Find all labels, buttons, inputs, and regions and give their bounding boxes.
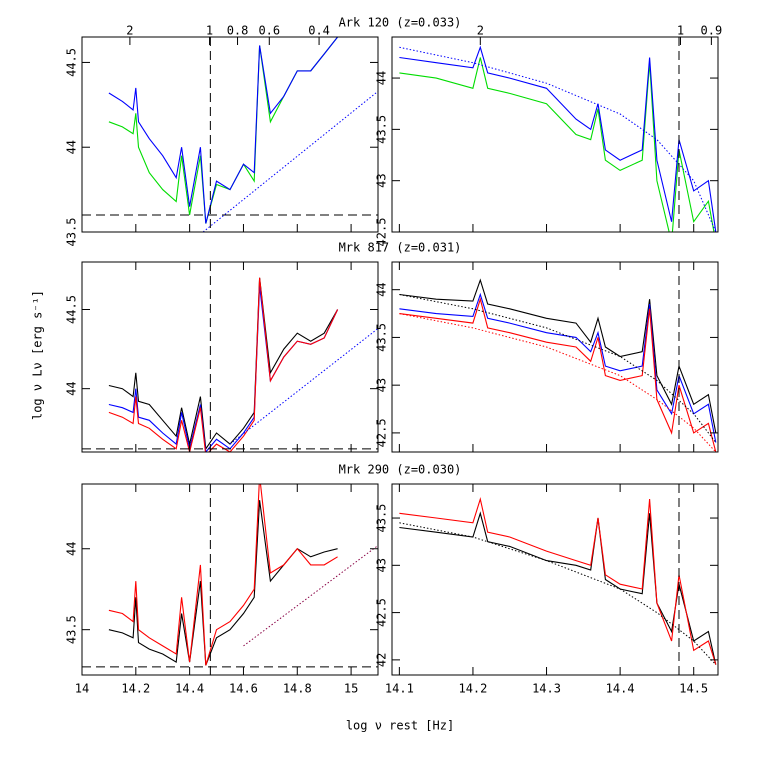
- spectrum-line: [399, 45, 717, 232]
- y-tick-label: 44: [65, 381, 79, 395]
- model-line: [229, 328, 378, 445]
- spectrum-line: [108, 37, 339, 224]
- panel-title: Mrk 817 (z=0.031): [339, 241, 462, 255]
- x2-tick-label: 2: [126, 24, 133, 38]
- y-axis-label: log ν Lν [erg s⁻¹]: [31, 290, 45, 420]
- model-line: [399, 313, 717, 452]
- x2-tick-label: 0.6: [258, 24, 280, 38]
- y-tick-label: 42: [375, 653, 389, 667]
- spectrum-line: [108, 484, 338, 666]
- y-tick-label: 44: [65, 140, 79, 154]
- plot-area: [399, 496, 717, 665]
- x-tick-label: 14.5: [679, 682, 708, 696]
- y-tick-label: 42.5: [375, 418, 389, 447]
- y-tick-label: 44: [375, 71, 389, 85]
- spectrum-line: [399, 511, 717, 665]
- y-tick-label: 43.5: [375, 115, 389, 144]
- spectrum-line: [108, 277, 339, 452]
- model-line: [399, 294, 717, 443]
- y-tick-label: 43: [375, 558, 389, 572]
- x2-tick-label: 2: [477, 24, 484, 38]
- y-tick-label: 43.5: [375, 323, 389, 352]
- x-tick-label: 14.8: [283, 682, 312, 696]
- model-line: [202, 90, 378, 232]
- y-tick-label: 43: [375, 173, 389, 187]
- spectrum-line: [108, 277, 339, 451]
- x2-tick-label: 0.4: [308, 24, 330, 38]
- spectrum-line: [108, 285, 339, 452]
- x2-tick-label: 1: [677, 24, 684, 38]
- model-line: [243, 545, 378, 647]
- y-tick-label: 43.5: [65, 218, 79, 247]
- plot-area: [108, 37, 378, 232]
- x-tick-label: 14.2: [121, 682, 150, 696]
- panel-frame: [391, 36, 719, 233]
- spectrum-line: [399, 292, 717, 443]
- model-line: [399, 46, 717, 232]
- panel-frame: [81, 36, 379, 233]
- panel-frame: [391, 261, 719, 453]
- x-tick-label: 14.4: [606, 682, 635, 696]
- plot-area: [108, 277, 378, 452]
- panel-frame: [81, 483, 379, 676]
- x2-tick-label: 0.9: [701, 24, 723, 38]
- y-tick-label: 44.5: [65, 295, 79, 324]
- y-tick-label: 43: [375, 378, 389, 392]
- panel-frame: [391, 483, 719, 676]
- y-tick-label: 42.5: [375, 218, 389, 247]
- x-tick-label: 14.1: [385, 682, 414, 696]
- x-axis-label: log ν rest [Hz]: [346, 719, 454, 733]
- x-tick-label: 14.4: [175, 682, 204, 696]
- y-tick-label: 44: [65, 542, 79, 556]
- y-tick-label: 42.5: [375, 598, 389, 627]
- spectrum-line: [108, 500, 338, 666]
- y-tick-label: 44.5: [65, 48, 79, 77]
- spectrum-line: [399, 57, 715, 232]
- panel-title: Mrk 290 (z=0.030): [339, 463, 462, 477]
- x-tick-label: 14.6: [229, 682, 258, 696]
- x-tick-label: 14.2: [458, 682, 487, 696]
- x-tick-label: 15: [344, 682, 358, 696]
- panel-title: Ark 120 (z=0.033): [339, 16, 462, 30]
- spectrum-line: [399, 278, 717, 434]
- plot-area: [399, 278, 717, 452]
- spectrum-line: [399, 297, 717, 452]
- x-tick-label: 14: [75, 682, 89, 696]
- spectrum-line: [108, 37, 339, 224]
- panel-frame: [81, 261, 379, 453]
- plot-area: [108, 484, 378, 666]
- y-tick-label: 43.5: [65, 615, 79, 644]
- model-line: [399, 522, 717, 665]
- spectrum-line: [399, 496, 717, 665]
- x-tick-label: 14.3: [532, 682, 561, 696]
- y-tick-label: 44: [375, 282, 389, 296]
- y-tick-label: 43.5: [375, 504, 389, 533]
- x2-tick-label: 1: [206, 24, 213, 38]
- x2-tick-label: 0.8: [227, 24, 249, 38]
- plot-area: [399, 45, 717, 232]
